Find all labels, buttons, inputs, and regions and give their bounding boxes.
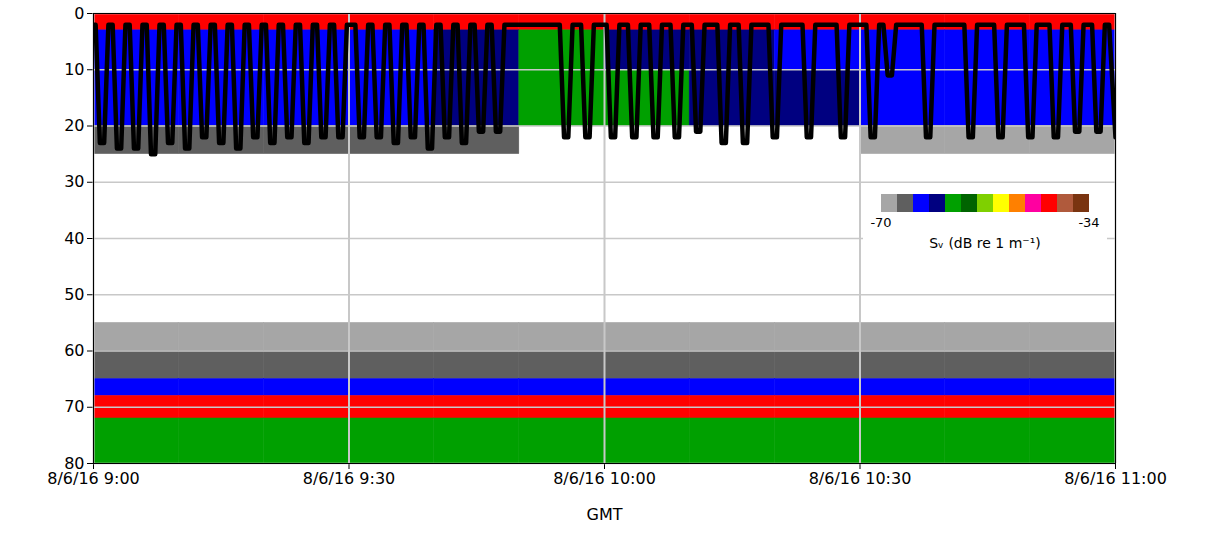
svg-text:40: 40 [64, 229, 84, 248]
svg-text:70: 70 [64, 397, 84, 416]
svg-text:0: 0 [74, 4, 84, 23]
svg-text:10: 10 [64, 60, 84, 79]
svg-text:8/6/16 9:30: 8/6/16 9:30 [303, 469, 396, 488]
svg-text:8/6/16 10:00: 8/6/16 10:00 [553, 469, 656, 488]
svg-text:20: 20 [64, 116, 84, 135]
svg-text:8/6/16 11:00: 8/6/16 11:00 [1064, 469, 1167, 488]
svg-text:30: 30 [64, 172, 84, 191]
svg-text:-34: -34 [1078, 215, 1099, 230]
svg-text:60: 60 [64, 341, 84, 360]
svg-text:80: 80 [64, 453, 85, 473]
svg-text:8/6/16 9:00: 8/6/16 9:00 [47, 469, 140, 488]
svg-text:Sᵥ (dB re 1 m⁻¹): Sᵥ (dB re 1 m⁻¹) [929, 235, 1041, 251]
svg-text:-70: -70 [870, 215, 891, 230]
svg-text:50: 50 [64, 285, 84, 304]
svg-text:GMT: GMT [587, 505, 623, 524]
svg-text:8/6/16 10:30: 8/6/16 10:30 [809, 469, 912, 488]
